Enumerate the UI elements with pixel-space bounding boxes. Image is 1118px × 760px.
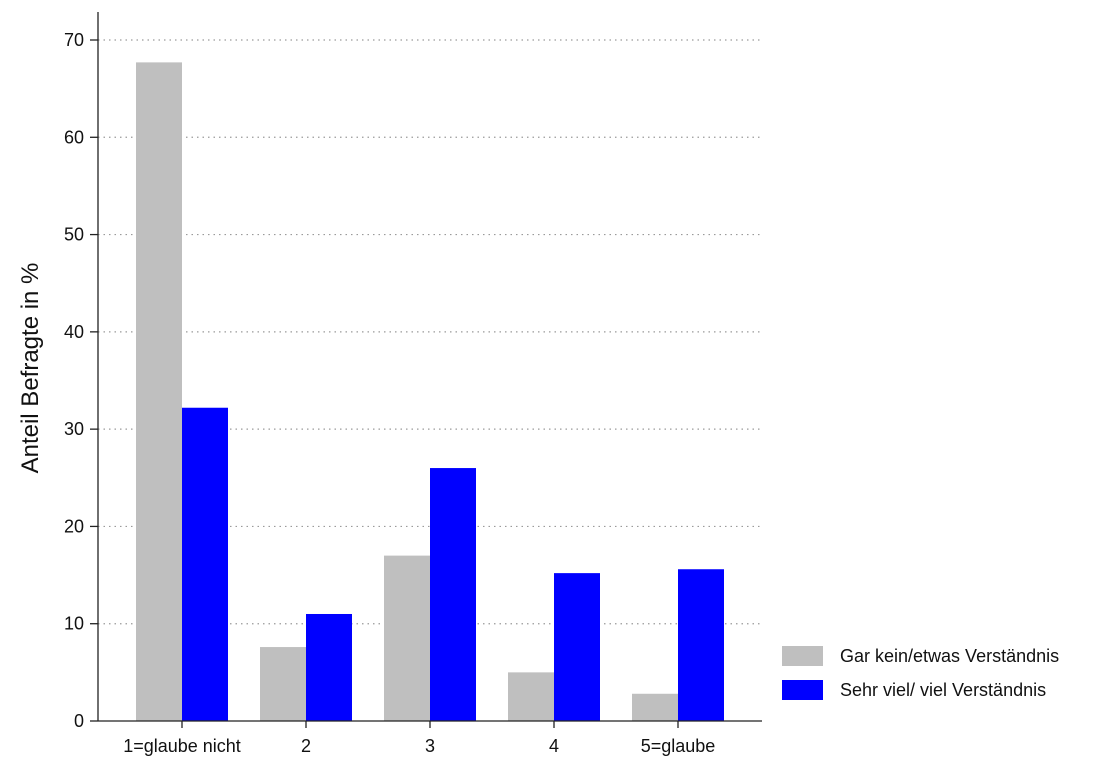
x-tick-label: 3 [425, 736, 435, 756]
x-tick-label: 2 [301, 736, 311, 756]
y-axis-title: Anteil Befragte in % [17, 263, 44, 474]
x-tick-labels: 1=glaube nicht 2 3 4 5=glaube [123, 721, 715, 756]
x-tick-label: 4 [549, 736, 559, 756]
legend: Gar kein/etwas Verständnis Sehr viel/ vie… [782, 646, 1059, 700]
bar-sehr-viel-viel-4 [554, 573, 600, 721]
legend-swatch [782, 680, 823, 700]
bar-sehr-viel-viel-3 [430, 468, 476, 721]
bar-sehr-viel-viel-2 [306, 613, 352, 721]
x-tick-label: 5=glaube [641, 736, 716, 756]
y-tick-label: 20 [64, 516, 84, 536]
bar-gar-kein-etwas-5 [632, 693, 678, 721]
y-tick-labels: 0 10 20 30 40 50 60 70 [64, 30, 98, 731]
bar-sehr-viel-viel-5 [678, 569, 724, 721]
legend-label: Gar kein/etwas Verständnis [840, 646, 1059, 666]
bars [136, 62, 724, 721]
bar-gar-kein-etwas-1 [136, 62, 182, 721]
bar-gar-kein-etwas-2 [260, 647, 306, 721]
bar-gar-kein-etwas-3 [384, 555, 430, 721]
y-tick-label: 60 [64, 127, 84, 147]
bar-sehr-viel-viel-1 [182, 407, 228, 721]
legend-swatch [782, 646, 823, 666]
y-tick-label: 10 [64, 614, 84, 634]
y-tick-label: 0 [74, 711, 84, 731]
legend-label: Sehr viel/ viel Verständnis [840, 680, 1046, 700]
y-tick-label: 30 [64, 419, 84, 439]
y-tick-label: 50 [64, 225, 84, 245]
y-tick-label: 40 [64, 322, 84, 342]
y-tick-label: 70 [64, 30, 84, 50]
bar-gar-kein-etwas-4 [508, 672, 554, 721]
x-tick-label: 1=glaube nicht [123, 736, 241, 756]
